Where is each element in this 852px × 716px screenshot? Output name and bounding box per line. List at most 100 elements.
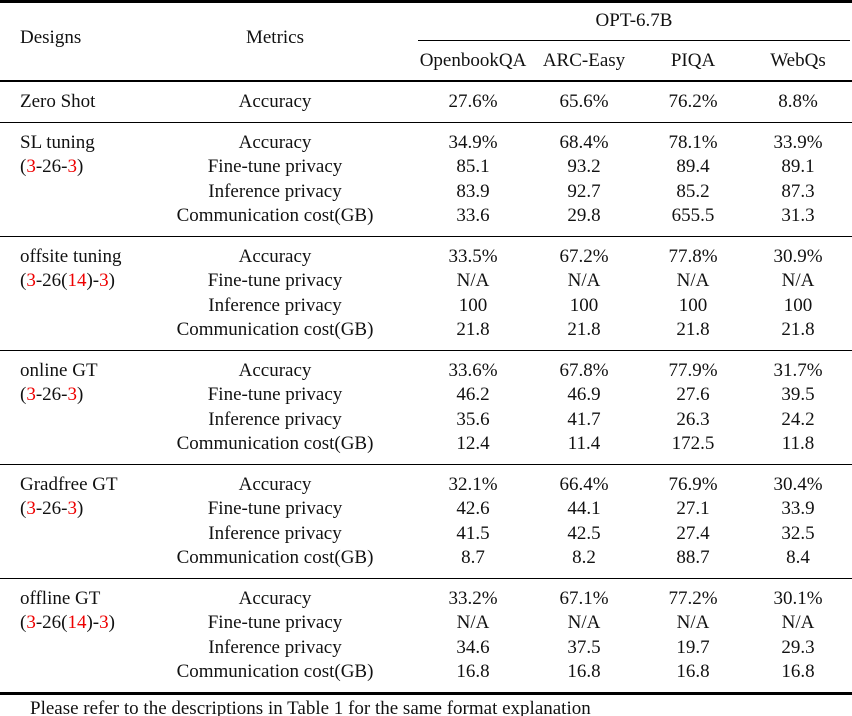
- metric-rows: Accuracy 33.2% 67.1% 77.2% 30.1% Fine-tu…: [0, 587, 852, 685]
- design-config-highlight: 3: [99, 612, 109, 633]
- table-row: Inference privacy 34.6 37.5 19.7 29.3: [0, 636, 852, 661]
- metric-label: Inference privacy: [208, 294, 342, 316]
- design-text: ): [76, 156, 84, 177]
- design-config-highlight: 3: [26, 498, 36, 519]
- metric-label: Fine-tune privacy: [207, 156, 343, 177]
- design-text: ): [76, 384, 84, 405]
- value-cell: 67.8%: [559, 359, 609, 381]
- design-text: -26-: [35, 156, 68, 177]
- section-divider-rule: [0, 463, 852, 465]
- design-section: Gradfree GT (3-26-3) Accuracy 32.1% 66.4%…: [0, 465, 852, 578]
- design-text: -26-: [35, 384, 68, 405]
- metric-label: Accuracy: [238, 131, 312, 153]
- table-body: Zero Shot Accuracy 27.6% 65.6% 76.2% 8.8…: [0, 82, 852, 692]
- metric-label: Accuracy: [238, 359, 312, 381]
- design-text: ): [108, 612, 115, 633]
- value-cell: N/A: [781, 270, 815, 291]
- value-cell: 66.4%: [559, 473, 609, 495]
- table-row: Accuracy 33.2% 67.1% 77.2% 30.1%: [0, 587, 852, 612]
- value-cell: N/A: [456, 612, 490, 633]
- value-cell: 100: [458, 294, 488, 316]
- design-line: offline GT: [20, 587, 115, 612]
- design-line: offsite tuning: [20, 245, 122, 270]
- metric-rows: Accuracy 33.5% 67.2% 77.8% 30.9% Fine-tu…: [0, 245, 852, 343]
- value-cell: 89.4: [676, 156, 710, 177]
- value-cell: N/A: [676, 612, 710, 633]
- design-config-highlight: 3: [67, 384, 77, 405]
- design-text: online GT: [20, 359, 98, 381]
- design-line: (3-26-3): [20, 155, 95, 180]
- value-cell: 33.2%: [448, 587, 498, 609]
- table-row: Fine-tune privacy 85.1 93.2 89.4 89.1: [0, 155, 852, 180]
- design-line: online GT: [20, 359, 98, 384]
- section-divider-rule: [0, 349, 852, 351]
- value-cell: 11.4: [567, 433, 601, 454]
- design-config-highlight: 3: [26, 156, 36, 177]
- design-line: SL tuning: [20, 131, 95, 156]
- table-row: Fine-tune privacy 42.6 44.1 27.1 33.9: [0, 497, 852, 522]
- table-row: Inference privacy 41.5 42.5 27.4 32.5: [0, 522, 852, 547]
- metric-label: Accuracy: [238, 587, 312, 609]
- table-row: Accuracy 32.1% 66.4% 76.9% 30.4%: [0, 473, 852, 498]
- design-config-highlight: 3: [67, 498, 77, 519]
- metric-rows: Accuracy 34.9% 68.4% 78.1% 33.9% Fine-tu…: [0, 131, 852, 229]
- value-cell: 37.5: [567, 636, 601, 658]
- design-cell: Gradfree GT (3-26-3): [20, 473, 118, 522]
- value-cell: 24.2: [781, 408, 815, 430]
- value-cell: 32.1%: [448, 473, 498, 495]
- design-text: ): [76, 498, 84, 519]
- value-cell: 21.8: [456, 319, 490, 340]
- table-row: Communication cost(GB) 8.7 8.2 88.7 8.4: [0, 546, 852, 571]
- design-text: -26(: [35, 612, 68, 633]
- metric-label: Accuracy: [238, 473, 312, 495]
- section-divider-rule: [0, 121, 852, 123]
- value-cell: 77.9%: [668, 359, 718, 381]
- metric-label: Communication cost(GB): [176, 547, 374, 568]
- design-cell: offline GT (3-26(14)-3): [20, 587, 115, 636]
- metric-label: Inference privacy: [208, 180, 342, 202]
- model-group-rule: [418, 40, 850, 41]
- value-cell: 42.6: [456, 498, 490, 519]
- design-line: (3-26-3): [20, 383, 98, 408]
- value-cell: 12.4: [456, 433, 490, 454]
- table-row: Accuracy 33.5% 67.2% 77.8% 30.9%: [0, 245, 852, 270]
- metric-label: Fine-tune privacy: [207, 384, 343, 405]
- value-cell: 93.2: [567, 156, 601, 177]
- value-cell: 67.1%: [559, 587, 609, 609]
- value-cell: 8.4: [786, 547, 810, 568]
- value-cell: 16.8: [676, 661, 710, 682]
- value-cell: N/A: [781, 612, 815, 633]
- table-row: Communication cost(GB) 12.4 11.4 172.5 1…: [0, 432, 852, 457]
- design-config-highlight: 3: [26, 384, 36, 405]
- value-cell: 46.9: [567, 384, 601, 405]
- design-config-highlight: 3: [26, 270, 36, 291]
- value-cell: 44.1: [567, 498, 601, 519]
- task-column-header: OpenbookQA: [419, 50, 527, 71]
- design-section: online GT (3-26-3) Accuracy 33.6% 67.8% 7…: [0, 351, 852, 464]
- design-config-highlight: 3: [26, 612, 36, 633]
- design-line: (3-26(14)-3): [20, 611, 115, 636]
- value-cell: 92.7: [567, 180, 601, 202]
- table-row: Fine-tune privacy 46.2 46.9 27.6 39.5: [0, 383, 852, 408]
- table-row: Communication cost(GB) 21.8 21.8 21.8 21…: [0, 318, 852, 343]
- value-cell: 8.2: [572, 547, 596, 568]
- design-text: offsite tuning: [20, 245, 122, 267]
- design-section: offsite tuning (3-26(14)-3) Accuracy 33.5…: [0, 237, 852, 350]
- design-text: SL tuning: [20, 131, 95, 153]
- design-text: (: [20, 270, 27, 291]
- value-cell: 21.8: [676, 319, 710, 340]
- design-text: -26(: [35, 270, 68, 291]
- value-cell: 30.1%: [773, 587, 823, 609]
- value-cell: 78.1%: [668, 131, 718, 153]
- value-cell: 89.1: [781, 156, 815, 177]
- value-cell: 21.8: [781, 319, 815, 340]
- value-cell: 27.1: [676, 498, 710, 519]
- design-text: )-: [86, 612, 100, 633]
- value-cell: N/A: [676, 270, 710, 291]
- table-row: Accuracy 34.9% 68.4% 78.1% 33.9%: [0, 131, 852, 156]
- header-bottom-rule: [0, 80, 852, 82]
- design-cell: online GT (3-26-3): [20, 359, 98, 408]
- design-line: (3-26(14)-3): [20, 269, 122, 294]
- metric-label: Inference privacy: [208, 522, 342, 544]
- table-row: Fine-tune privacy N/A N/A N/A N/A: [0, 611, 852, 636]
